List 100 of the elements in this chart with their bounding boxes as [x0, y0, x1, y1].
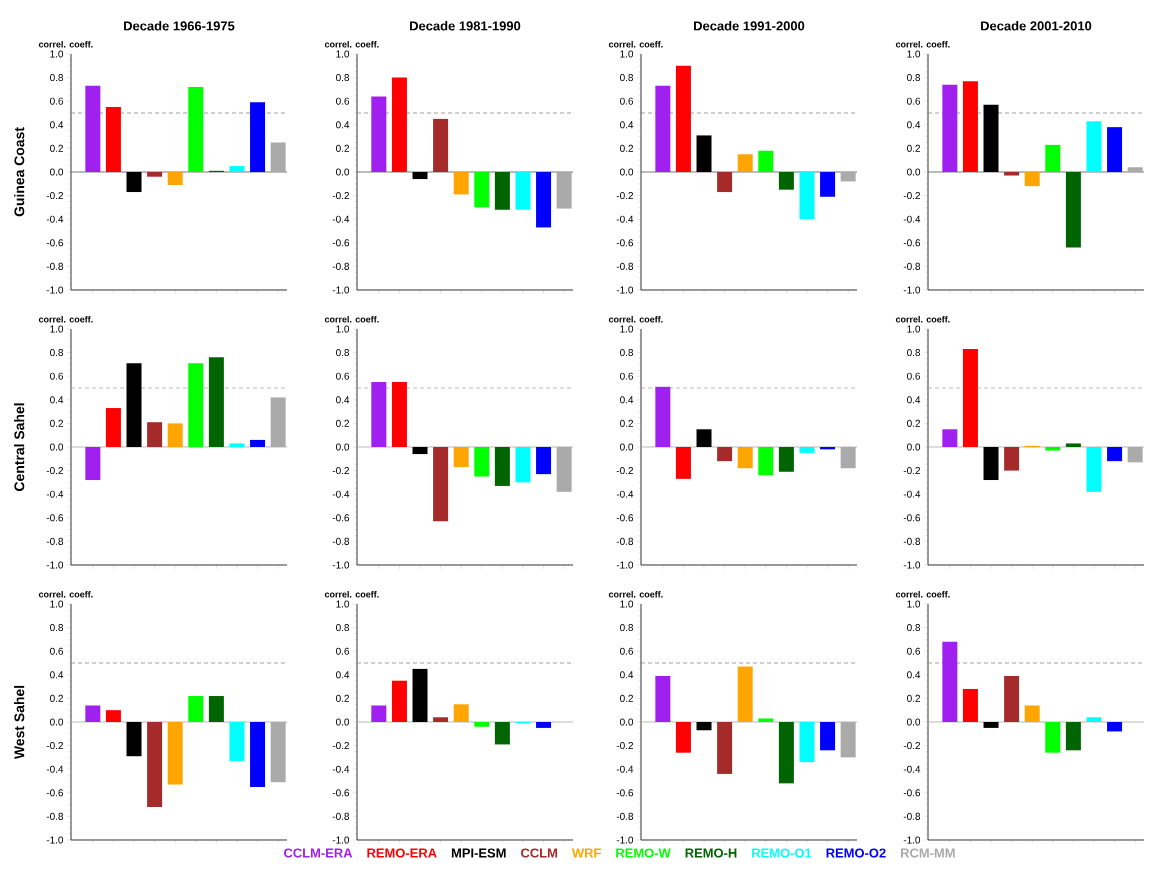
y-tick-label: -0.2: [332, 742, 349, 750]
bar: [85, 705, 101, 722]
y-tick-label: 0.8: [50, 624, 64, 632]
chart-title: Decade 2001-2010: [981, 20, 1092, 31]
y-tick-label: 0.2: [907, 694, 920, 702]
bar: [494, 722, 510, 745]
y-tick-label: -0.8: [332, 262, 350, 270]
bar: [433, 717, 449, 722]
bar: [453, 704, 469, 722]
y-tick-label: -1.0: [616, 836, 634, 844]
y-tick-label: 1.0: [620, 50, 634, 58]
y-tick-label: 0.8: [50, 74, 64, 82]
y-tick-label: 0.4: [907, 671, 921, 679]
bar: [1004, 171, 1020, 176]
y-tick-label: 0.0: [620, 443, 634, 451]
text: MPI-ESM: [451, 848, 506, 858]
bar: [983, 104, 999, 172]
bar: [105, 710, 121, 722]
y-tick-label: -0.2: [46, 192, 63, 200]
y-axis-title: correl. coeff.: [38, 40, 93, 48]
bar: [229, 166, 245, 172]
y-tick-label: 0.4: [336, 671, 350, 679]
y-tick-label: 0.4: [336, 121, 350, 129]
y-tick-label: -0.8: [332, 812, 350, 820]
y-axis-title: correl. coeff.: [324, 315, 379, 323]
y-tick-label: 0.8: [50, 349, 64, 357]
y-tick-label: 0.6: [50, 647, 64, 655]
bar: [536, 722, 552, 728]
y-tick-label: 0.4: [620, 671, 634, 679]
text: REMO-ERA: [367, 848, 437, 858]
bar: [167, 171, 183, 185]
y-tick-label: -0.6: [616, 789, 634, 797]
bar: [391, 680, 407, 722]
bar: [737, 154, 753, 172]
y-tick-label: -0.8: [616, 262, 634, 270]
bar: [412, 668, 428, 722]
y-tick-label: 0.6: [336, 372, 350, 380]
bar: [188, 696, 204, 722]
y-tick-label: 0.4: [907, 396, 921, 404]
y-tick-label: 0.4: [620, 396, 634, 404]
y-axis-title: correl. coeff.: [895, 40, 950, 48]
y-tick-label: -1.0: [903, 836, 921, 844]
y-tick-label: 0.2: [620, 144, 633, 152]
bar: [85, 85, 101, 172]
bar: [778, 446, 794, 472]
y-tick-label: -1.0: [616, 286, 634, 294]
y-tick-label: -0.2: [46, 467, 63, 475]
y-tick-label: 0.4: [336, 396, 350, 404]
bar: [167, 722, 183, 785]
bar: [737, 666, 753, 722]
y-axis-title: correl. coeff.: [895, 590, 950, 598]
bar: [942, 429, 958, 447]
y-tick-label: -0.8: [903, 812, 921, 820]
y-tick-label: -0.2: [903, 467, 920, 475]
y-tick-label: 0.8: [907, 74, 921, 82]
y-tick-label: 0.0: [907, 718, 921, 726]
text: RCM-MM: [901, 848, 955, 858]
y-tick-label: -0.4: [616, 490, 634, 498]
bar: [1045, 446, 1061, 451]
y-tick-label: -0.2: [616, 192, 633, 200]
bar: [208, 696, 224, 722]
y-tick-label: 0.6: [50, 97, 64, 105]
y-tick-label: -1.0: [46, 286, 64, 294]
text: West Sahel: [14, 685, 25, 760]
y-tick-label: 1.0: [336, 50, 350, 58]
bar: [188, 363, 204, 447]
bar: [147, 422, 163, 447]
bar: [270, 142, 286, 172]
bar: [147, 722, 163, 807]
y-tick-label: -0.6: [903, 789, 921, 797]
y-tick-label: -0.2: [332, 467, 349, 475]
bar: [758, 150, 774, 172]
y-tick-label: -1.0: [616, 561, 634, 569]
y-tick-label: -0.8: [903, 262, 921, 270]
bar: [799, 446, 815, 453]
bar: [1127, 167, 1143, 172]
y-tick-label: -0.2: [46, 742, 63, 750]
y-axis-title: correl. coeff.: [608, 40, 663, 48]
bar: [675, 722, 691, 753]
text: CCLM-ERA: [284, 848, 353, 858]
y-tick-label: 0.2: [336, 419, 349, 427]
y-tick-label: -0.8: [46, 537, 64, 545]
bar: [556, 171, 572, 209]
bar: [474, 722, 490, 727]
y-tick-label: 0.6: [50, 372, 64, 380]
y-tick-label: -0.6: [46, 239, 64, 247]
y-axis-title: correl. coeff.: [895, 315, 950, 323]
bar: [820, 171, 836, 197]
y-tick-label: -0.6: [46, 514, 64, 522]
y-tick-label: 0.6: [620, 647, 634, 655]
y-tick-label: 0.4: [620, 121, 634, 129]
bar: [229, 722, 245, 761]
chart-title: Decade 1966-1975: [124, 20, 235, 31]
y-tick-label: 1.0: [336, 325, 350, 333]
bar: [717, 171, 733, 193]
y-tick-label: -0.8: [903, 537, 921, 545]
chart-title: Decade 1991-2000: [694, 20, 805, 31]
y-tick-label: 0.2: [50, 694, 63, 702]
y-tick-label: -0.8: [46, 812, 64, 820]
chart-title: Decade 1981-1990: [410, 20, 521, 31]
